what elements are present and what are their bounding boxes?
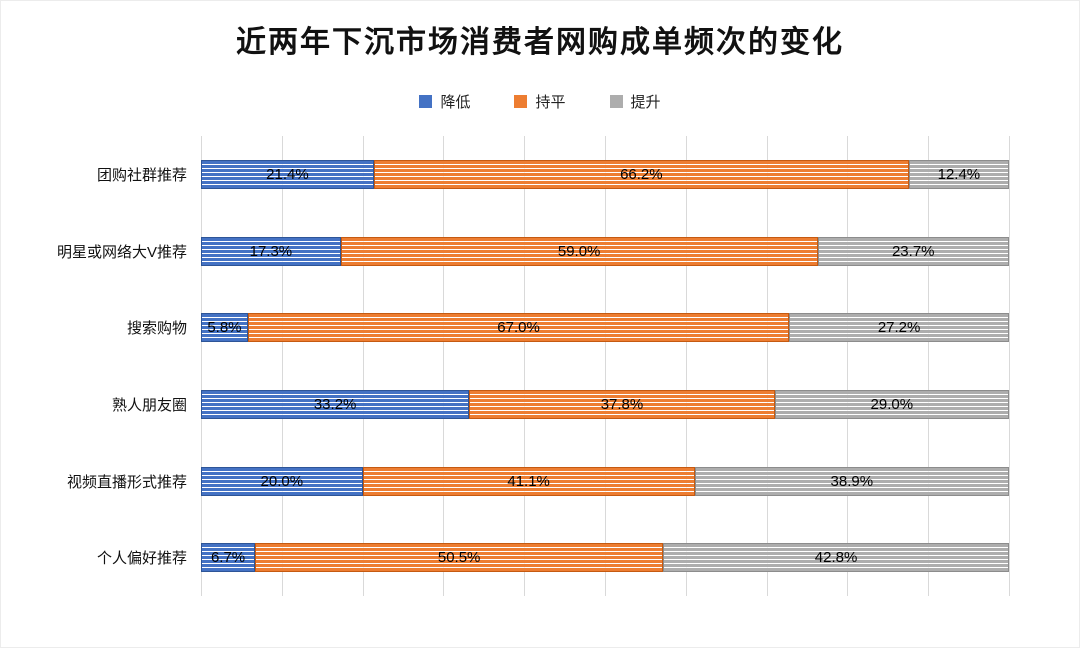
- category-label: 搜索购物: [126, 320, 187, 338]
- legend-label: 降低: [440, 94, 471, 111]
- bar-segment-降低: 5.8%: [201, 313, 248, 343]
- bar-segment-提升: 42.8%: [663, 543, 1009, 573]
- bar-value-label: 5.8%: [207, 319, 242, 337]
- bar-track: 21.4% 66.2% 12.4%: [201, 159, 1009, 189]
- bar-segment-持平: 41.1%: [362, 466, 695, 496]
- bar-row: 20.0% 41.1% 38.9%: [201, 443, 1009, 520]
- grid-line: [928, 136, 930, 596]
- bar-segment-降低: 20.0%: [201, 466, 363, 496]
- legend-item: 提升: [609, 91, 661, 112]
- bar-value-label: 23.7%: [891, 242, 935, 260]
- category-label: 明星或网络大V推荐: [56, 243, 187, 261]
- bar-track: 17.3% 59.0% 23.7%: [201, 236, 1009, 266]
- bar-row: 33.2% 37.8% 29.0%: [201, 366, 1009, 443]
- bar-row: 5.8% 67.0% 27.2%: [201, 289, 1009, 366]
- legend-label: 持平: [535, 94, 566, 111]
- bar-value-label: 50.5%: [437, 549, 481, 567]
- bar-value-label: 33.2%: [313, 395, 357, 413]
- bar-area: 21.4% 66.2% 12.4% 17.3% 59.0% 23.7% 5.8% 67.0% 2…: [201, 136, 1010, 596]
- category-label: 团购社群推荐: [96, 166, 187, 184]
- grid-line: [362, 136, 364, 596]
- legend-swatch: [514, 95, 528, 108]
- grid-line: [524, 136, 526, 596]
- bar-segment-降低: 6.7%: [201, 543, 256, 573]
- bar-value-label: 21.4%: [266, 165, 309, 183]
- bar-rows: 21.4% 66.2% 12.4% 17.3% 59.0% 23.7% 5.8% 67.0% 2…: [201, 136, 1009, 596]
- legend: 降低 持平 提升: [1, 91, 1079, 112]
- bar-value-label: 27.2%: [877, 319, 921, 337]
- grid-line: [201, 136, 202, 596]
- bar-value-label: 59.0%: [557, 242, 601, 260]
- legend-label: 提升: [630, 94, 661, 111]
- bar-row: 21.4% 66.2% 12.4%: [201, 136, 1009, 213]
- bar-value-label: 20.0%: [260, 472, 304, 490]
- bar-value-label: 12.4%: [937, 165, 981, 183]
- bar-value-label: 6.7%: [210, 549, 246, 567]
- grid-line: [766, 136, 768, 596]
- legend-swatch: [609, 95, 623, 108]
- bar-segment-持平: 66.2%: [373, 159, 909, 189]
- legend-item: 降低: [419, 91, 470, 112]
- bar-value-label: 37.8%: [600, 395, 644, 413]
- bar-segment-持平: 37.8%: [469, 389, 775, 419]
- bar-value-label: 66.2%: [620, 165, 663, 183]
- bar-segment-降低: 17.3%: [201, 236, 341, 266]
- category-label: 视频直播形式推荐: [66, 473, 187, 491]
- bar-segment-降低: 33.2%: [201, 389, 470, 419]
- grid-line: [443, 136, 445, 596]
- bar-track: 33.2% 37.8% 29.0%: [201, 389, 1009, 419]
- bar-segment-提升: 27.2%: [789, 313, 1009, 343]
- chart-title: 近两年下沉市场消费者网购成单频次的变化: [236, 26, 844, 59]
- bar-value-label: 38.9%: [830, 472, 874, 490]
- bar-segment-持平: 50.5%: [255, 543, 664, 573]
- legend-swatch: [419, 95, 433, 108]
- bar-segment-持平: 59.0%: [340, 236, 818, 266]
- bar-segment-降低: 21.4%: [201, 159, 374, 189]
- bar-value-label: 41.1%: [507, 472, 550, 490]
- bar-value-label: 67.0%: [497, 319, 540, 337]
- bar-track: 20.0% 41.1% 38.9%: [201, 466, 1009, 496]
- bar-value-label: 17.3%: [249, 242, 293, 260]
- plot-area: 团购社群推荐明星或网络大V推荐搜索购物熟人朋友圈视频直播形式推荐个人偏好推荐 2…: [13, 136, 1010, 596]
- grid-line: [1009, 136, 1010, 596]
- grid-line: [281, 136, 283, 596]
- bar-row: 6.7% 50.5% 42.8%: [201, 519, 1009, 596]
- grid-line: [685, 136, 687, 596]
- bar-segment-提升: 38.9%: [694, 466, 1009, 496]
- bar-track: 6.7% 50.5% 42.8%: [201, 543, 1009, 573]
- category-labels: 团购社群推荐明星或网络大V推荐搜索购物熟人朋友圈视频直播形式推荐个人偏好推荐: [13, 136, 201, 596]
- legend-item: 持平: [514, 91, 566, 112]
- bar-value-label: 42.8%: [814, 549, 858, 567]
- bar-segment-提升: 23.7%: [817, 236, 1009, 266]
- grid-line: [847, 136, 849, 596]
- bar-row: 17.3% 59.0% 23.7%: [201, 213, 1009, 290]
- bar-segment-持平: 67.0%: [247, 313, 790, 343]
- bar-segment-提升: 29.0%: [774, 389, 1009, 419]
- bar-segment-提升: 12.4%: [908, 159, 1009, 189]
- category-label: 个人偏好推荐: [96, 550, 187, 568]
- grid-line: [605, 136, 606, 596]
- bar-value-label: 29.0%: [870, 395, 914, 413]
- category-label: 熟人朋友圈: [111, 396, 187, 414]
- bar-track: 5.8% 67.0% 27.2%: [201, 313, 1009, 343]
